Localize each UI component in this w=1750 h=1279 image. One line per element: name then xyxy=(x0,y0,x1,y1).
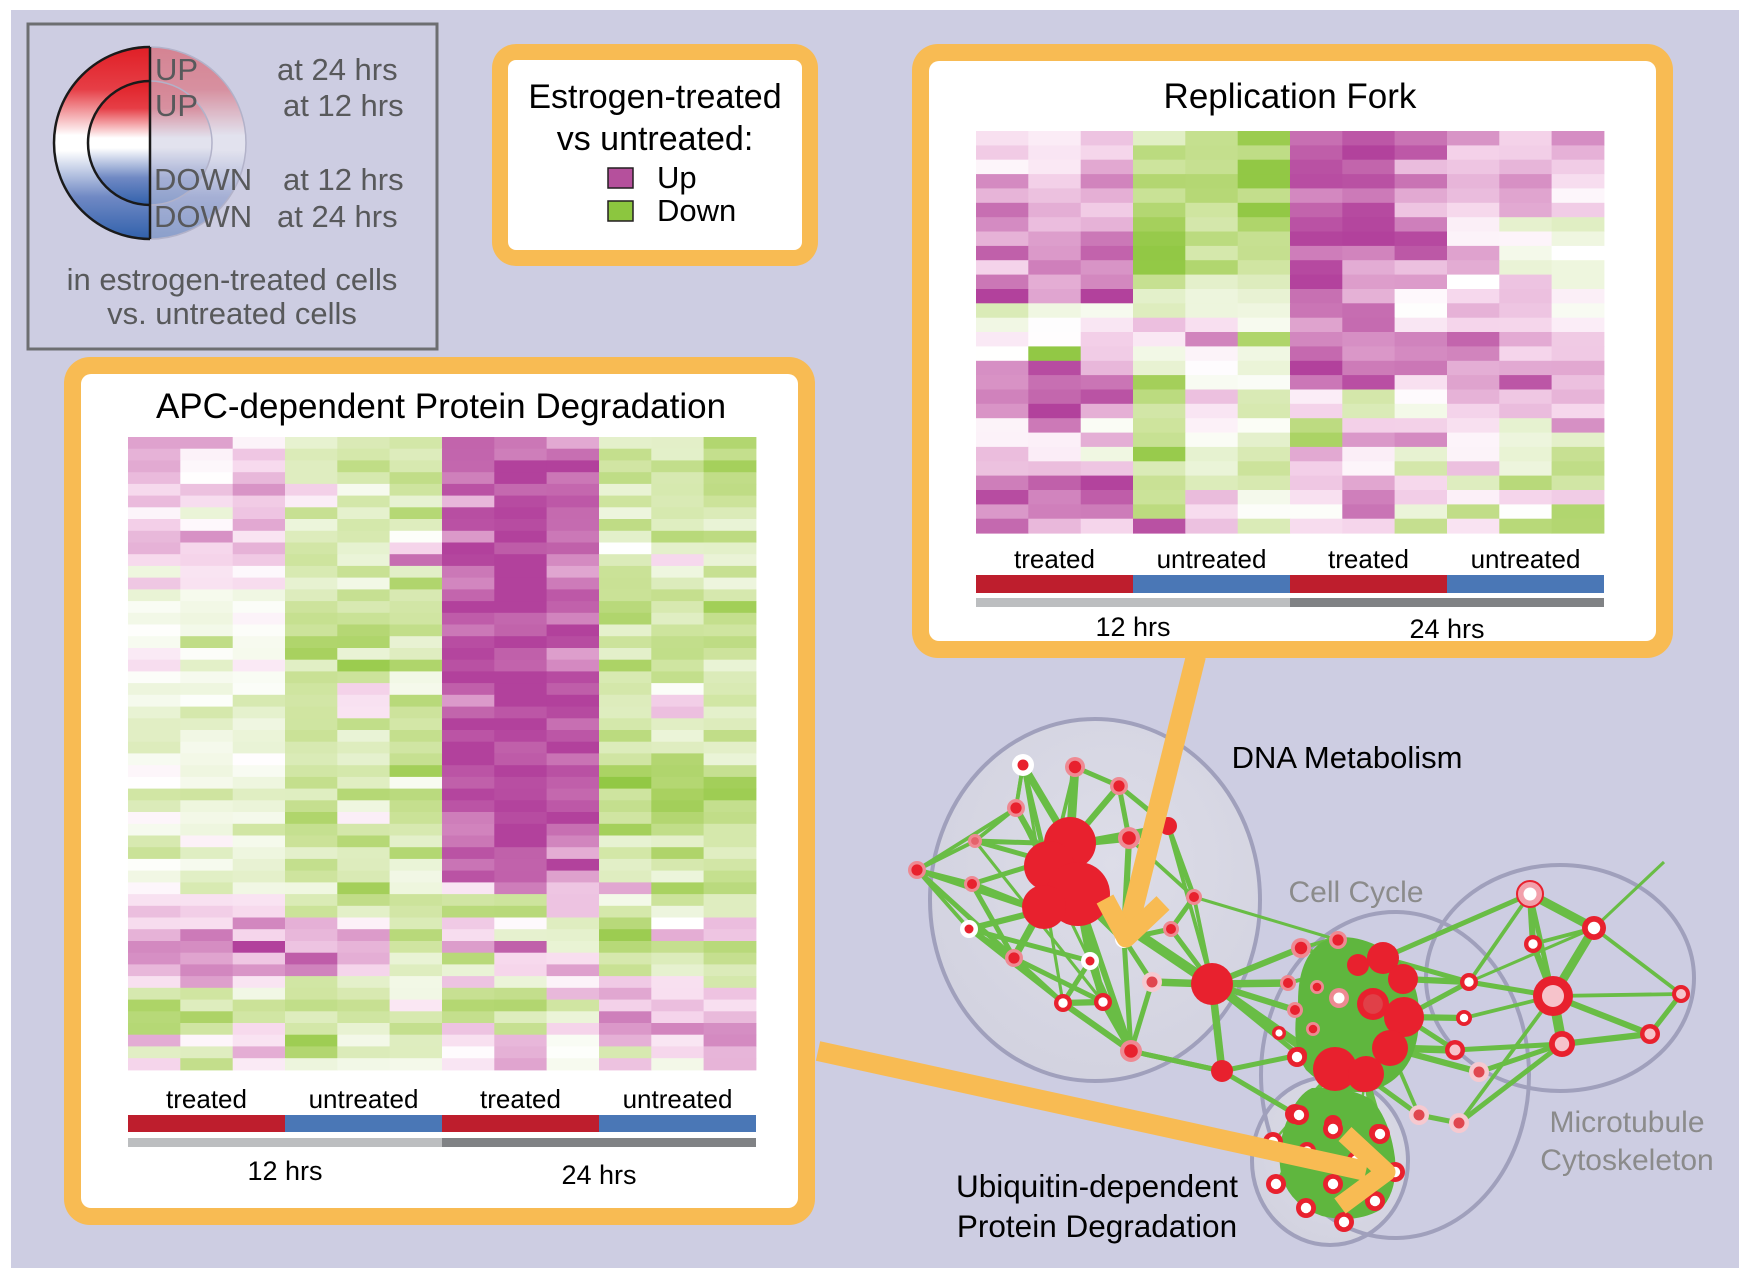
svg-text:at 12 hrs: at 12 hrs xyxy=(283,162,404,197)
svg-text:untreated: untreated xyxy=(1471,544,1581,574)
svg-text:Cytoskeleton: Cytoskeleton xyxy=(1540,1144,1713,1177)
svg-text:in estrogen-treated cells: in estrogen-treated cells xyxy=(67,262,398,297)
svg-text:untreated: untreated xyxy=(1157,544,1267,574)
svg-text:vs untreated:: vs untreated: xyxy=(557,120,754,158)
svg-text:12 hrs: 12 hrs xyxy=(1095,612,1170,642)
svg-text:vs. untreated cells: vs. untreated cells xyxy=(107,296,357,331)
svg-text:APC-dependent Protein Degradat: APC-dependent Protein Degradation xyxy=(156,387,726,426)
svg-text:treated: treated xyxy=(480,1084,561,1114)
svg-text:Estrogen-treated: Estrogen-treated xyxy=(528,78,781,116)
svg-text:24 hrs: 24 hrs xyxy=(1409,614,1484,644)
svg-text:DOWN: DOWN xyxy=(154,199,252,234)
svg-text:Protein Degradation: Protein Degradation xyxy=(957,1208,1237,1244)
svg-text:treated: treated xyxy=(166,1084,247,1114)
svg-text:Up: Up xyxy=(657,160,697,195)
svg-text:UP: UP xyxy=(155,88,198,123)
svg-text:Replication Fork: Replication Fork xyxy=(1164,77,1417,116)
svg-text:treated: treated xyxy=(1328,544,1409,574)
svg-text:Down: Down xyxy=(657,193,736,228)
svg-text:DNA Metabolism: DNA Metabolism xyxy=(1232,740,1463,775)
svg-text:DOWN: DOWN xyxy=(154,162,252,197)
svg-text:untreated: untreated xyxy=(309,1084,419,1114)
svg-text:treated: treated xyxy=(1014,544,1095,574)
svg-text:untreated: untreated xyxy=(623,1084,733,1114)
svg-text:12 hrs: 12 hrs xyxy=(247,1156,322,1186)
svg-text:at 24 hrs: at 24 hrs xyxy=(277,52,398,87)
svg-text:UP: UP xyxy=(155,52,198,87)
svg-text:24 hrs: 24 hrs xyxy=(561,1160,636,1190)
svg-text:at 12 hrs: at 12 hrs xyxy=(283,88,404,123)
svg-text:Microtubule: Microtubule xyxy=(1549,1106,1704,1139)
svg-text:at 24 hrs: at 24 hrs xyxy=(277,199,398,234)
svg-text:Ubiquitin-dependent: Ubiquitin-dependent xyxy=(956,1168,1238,1204)
svg-text:Cell Cycle: Cell Cycle xyxy=(1288,876,1423,909)
